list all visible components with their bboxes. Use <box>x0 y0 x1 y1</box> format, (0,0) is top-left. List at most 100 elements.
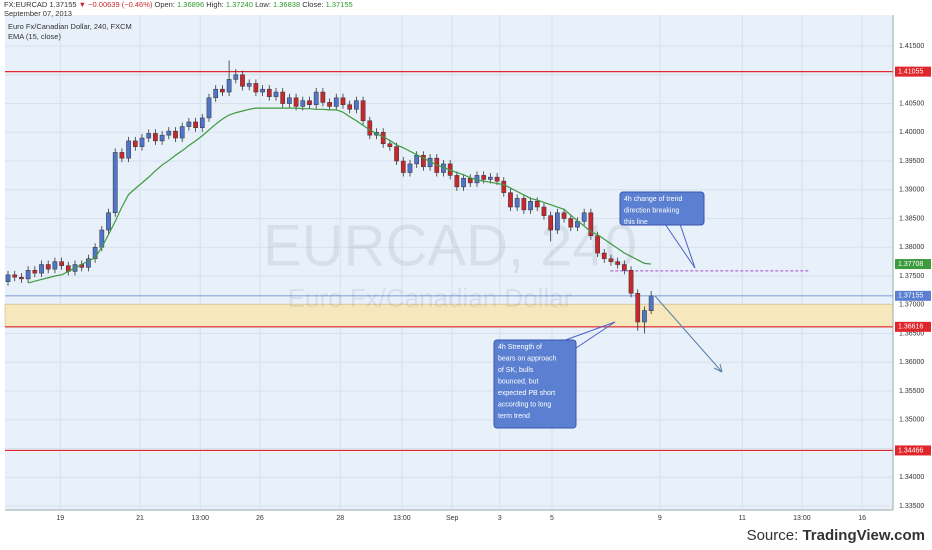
x-tick-label: 19 <box>56 515 64 522</box>
y-tick-label: 1.38500 <box>899 215 924 222</box>
last-price-label-box <box>895 290 931 301</box>
candle-body <box>313 91 319 105</box>
candle-body <box>266 88 272 97</box>
candle-body <box>146 133 152 139</box>
legend-ema: EMA (15, close) <box>8 32 61 41</box>
candle-body <box>534 201 540 208</box>
candle-body <box>233 74 239 80</box>
footer: Source: TradingView.com <box>747 527 925 544</box>
x-tick-label: 13:00 <box>793 515 811 522</box>
candle-body <box>555 212 560 231</box>
candle-body <box>206 97 212 119</box>
candle-body <box>5 274 11 283</box>
ema-label: 1.37708 <box>898 261 923 268</box>
low-label: Low: <box>255 0 271 9</box>
annotation-line: expected PB short <box>498 390 555 397</box>
y-tick-label: 1.35500 <box>899 388 924 395</box>
y-tick-label: 1.33500 <box>899 503 924 510</box>
annotation-line: term trend <box>498 413 530 420</box>
candle-body <box>642 310 647 323</box>
candle-body <box>126 140 131 159</box>
candle-body <box>488 176 493 180</box>
candle-body <box>166 130 172 136</box>
candle-body <box>635 293 641 323</box>
candle-body <box>246 83 252 87</box>
y-tick-label: 1.41500 <box>899 43 924 50</box>
annotation-line: of SK, bulls <box>498 367 534 374</box>
callout-pointer <box>679 223 696 269</box>
candle-body <box>414 155 420 165</box>
candle-body <box>39 264 44 274</box>
close-label: Close: <box>302 0 323 9</box>
annotation-line: bears on approach <box>498 355 556 362</box>
candle-body <box>521 198 527 211</box>
candle-body <box>12 274 18 278</box>
x-tick-label: Sep <box>446 515 459 522</box>
ema-label-box <box>895 259 931 270</box>
header-line: FX:EURCAD 1.37155 ▼ −0.00639 (−0.46%) Op… <box>4 0 353 9</box>
x-tick-label: 3 <box>498 515 502 522</box>
candle-body <box>199 117 205 128</box>
candle-body <box>19 276 24 280</box>
candle-body <box>86 258 91 268</box>
annotation-line: 4h change of trend <box>624 196 682 203</box>
date: September 07, 2013 <box>4 9 72 18</box>
candle-body <box>461 178 466 188</box>
last-price-label: 1.37155 <box>898 293 923 300</box>
candle-body <box>59 261 64 266</box>
close: 1.37155 <box>326 0 353 9</box>
candle-body <box>568 218 574 228</box>
candle-body <box>481 175 487 180</box>
x-tick-label: 13:00 <box>393 515 411 522</box>
candle-body <box>273 91 279 97</box>
candle-body <box>300 100 306 107</box>
candle-body <box>622 264 627 271</box>
candle-body <box>615 261 621 265</box>
candle-body <box>220 88 225 93</box>
level-label-box <box>895 321 931 332</box>
x-tick-label: 5 <box>550 515 554 522</box>
candle-body <box>333 97 339 107</box>
y-tick-label: 1.34000 <box>899 474 924 481</box>
y-tick-label: 1.40500 <box>899 100 924 107</box>
candle-body <box>327 102 332 107</box>
plot-area <box>5 15 893 510</box>
x-tick-label: 21 <box>136 515 144 522</box>
marks <box>5 60 654 334</box>
candle-body <box>186 121 192 127</box>
candle-body <box>159 134 165 142</box>
high-label: High: <box>206 0 224 9</box>
candle-body <box>394 146 399 162</box>
projection-arrow <box>654 295 723 373</box>
open-label: Open: <box>154 0 174 9</box>
candle-body <box>400 160 406 173</box>
candle-body <box>340 97 346 105</box>
candle-body <box>106 212 111 231</box>
candle-body <box>240 74 245 87</box>
candle-body <box>307 100 312 105</box>
x-tick-label: 13:00 <box>192 515 210 522</box>
low: 1.36838 <box>273 0 300 9</box>
candle-body <box>494 176 500 182</box>
candle-body <box>407 163 413 173</box>
annotation-line: this line <box>624 219 648 226</box>
candle-body <box>501 180 507 193</box>
watermark: EURCAD, 240 <box>263 213 637 278</box>
candle-body <box>588 212 594 237</box>
y-tick-label: 1.40000 <box>899 129 924 136</box>
candle-body <box>260 88 265 93</box>
price: 1.37155 <box>49 0 76 9</box>
candle-body <box>595 235 600 254</box>
candle-body <box>287 97 292 104</box>
candle-body <box>387 143 393 147</box>
callout-pointer <box>664 223 696 269</box>
candle-body <box>52 261 58 270</box>
candle-body <box>132 140 138 147</box>
x-tick-label: 16 <box>858 515 866 522</box>
y-tick-label: 1.37500 <box>899 273 924 280</box>
y-tick-label: 1.36000 <box>899 359 924 366</box>
candle-body <box>139 137 145 147</box>
source-site: TradingView.com <box>802 527 925 544</box>
y-tick-label: 1.39500 <box>899 158 924 165</box>
candle-body <box>628 270 634 294</box>
